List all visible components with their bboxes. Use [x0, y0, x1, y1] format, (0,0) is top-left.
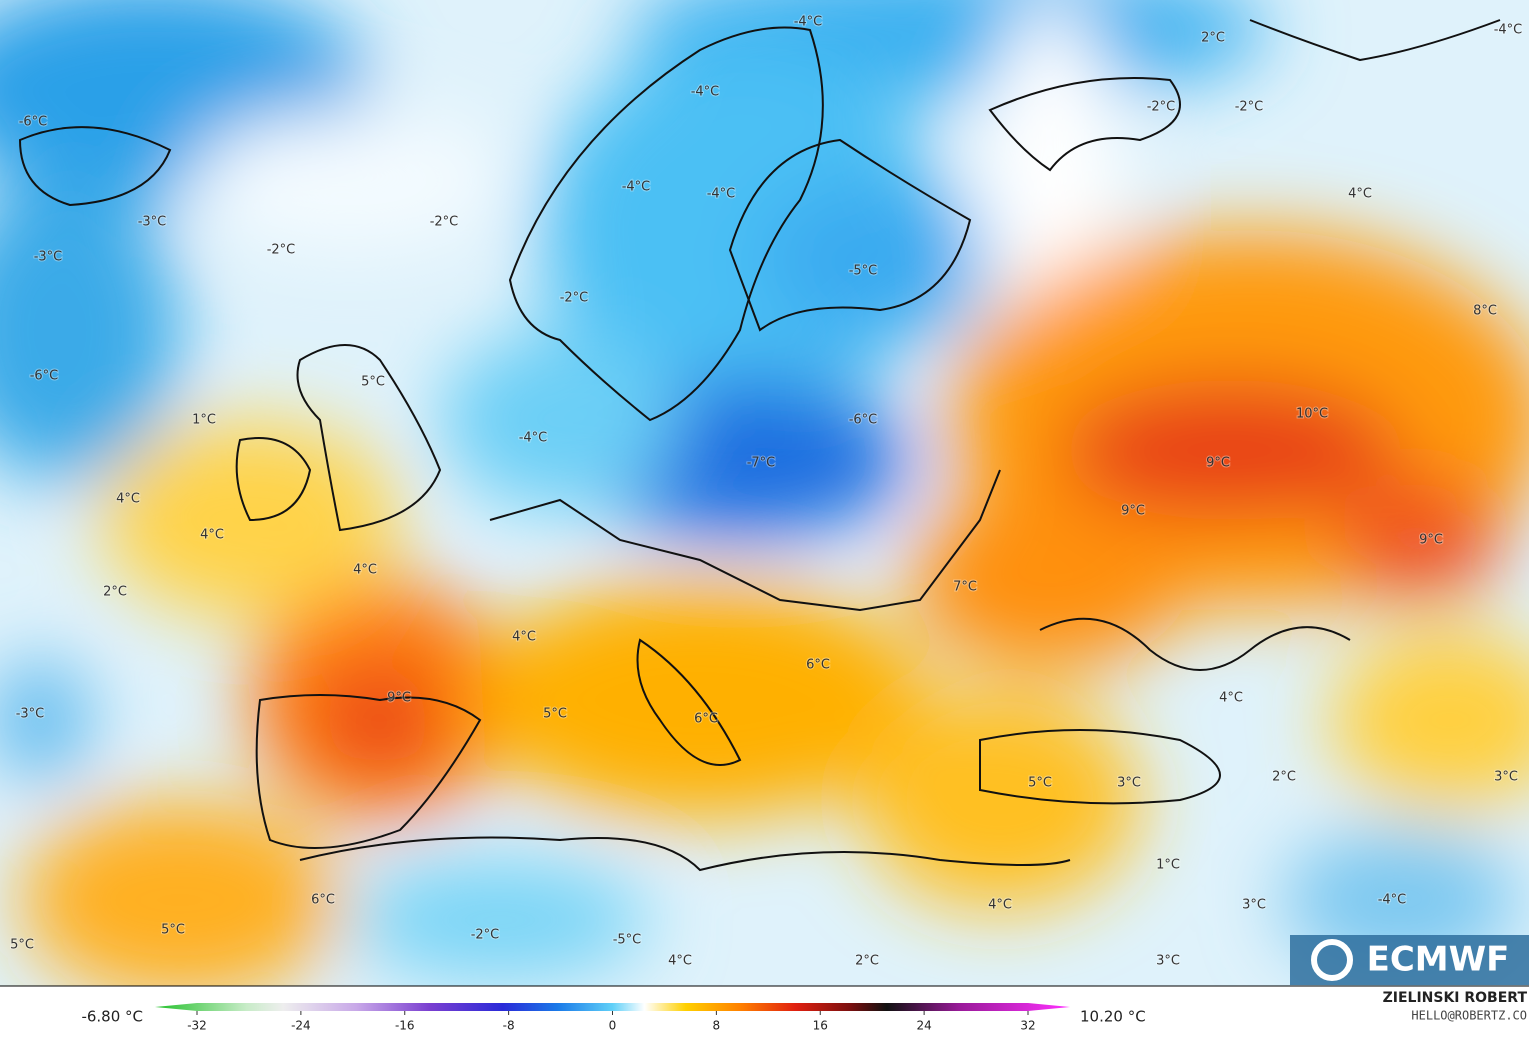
temperature-label: 4°C — [988, 898, 1012, 913]
colorbar — [155, 1003, 1070, 1011]
temperature-label: 1°C — [192, 413, 216, 428]
temperature-label: -4°C — [794, 15, 823, 30]
temperature-label: -2°C — [267, 243, 296, 258]
temperature-label: -6°C — [849, 413, 878, 428]
temperature-label: 6°C — [694, 712, 718, 727]
temperature-field: -4°C 2°C -4°C -4°C -2°C -2°C -6°C -4°C -4°C 4°C -3… — [0, 0, 1529, 986]
temperature-label: -2°C — [560, 291, 589, 306]
temperature-label: -6°C — [19, 115, 48, 130]
temperature-label: -5°C — [849, 264, 878, 279]
temperature-label: 4°C — [200, 528, 224, 543]
temperature-label: 4°C — [1348, 187, 1372, 202]
credit-name: ZIELINSKI ROBERT — [1383, 990, 1528, 1006]
temperature-label: -2°C — [1147, 100, 1176, 115]
temperature-label: 7°C — [953, 580, 977, 595]
temperature-label: 2°C — [103, 585, 127, 600]
temperature-label: 6°C — [806, 658, 830, 673]
temperature-label: 2°C — [855, 954, 879, 969]
temperature-label: -4°C — [622, 180, 651, 195]
temperature-label: 9°C — [1121, 504, 1145, 519]
colorbar-tick-label: -32 — [187, 1019, 207, 1033]
temperature-label: 2°C — [1201, 31, 1225, 46]
colorbar-tick-label: 32 — [1020, 1019, 1035, 1033]
credit-email: HELLO@ROBERTZ.CO — [1411, 1009, 1527, 1023]
colorbar-tick-label: 16 — [813, 1019, 828, 1033]
temperature-label: -4°C — [707, 187, 736, 202]
temperature-label: 9°C — [1419, 533, 1443, 548]
coastlines — [18, 19, 1501, 872]
temperature-label: 3°C — [1117, 776, 1141, 791]
temperature-label: 8°C — [1473, 304, 1497, 319]
colorbar-tick-label: -8 — [503, 1019, 515, 1033]
colorbar-min: -6.80 °C — [81, 1008, 143, 1026]
temperature-label: -3°C — [16, 707, 45, 722]
temperature-label: 1°C — [1156, 858, 1180, 873]
temperature-label: 4°C — [353, 563, 377, 578]
colorbar-tick-label: 8 — [713, 1019, 721, 1033]
logo: ECMWF — [1367, 940, 1510, 980]
temperature-label: -4°C — [1378, 893, 1407, 908]
temperature-label: 4°C — [1219, 691, 1243, 706]
colorbar-max: 10.20 °C — [1080, 1008, 1146, 1026]
colorbar-tick-label: 24 — [916, 1019, 931, 1033]
temperature-label: 2°C — [1272, 770, 1296, 785]
temperature-label: 9°C — [1206, 456, 1230, 471]
temperature-label: 4°C — [512, 630, 536, 645]
temperature-label: -7°C — [747, 456, 776, 471]
temperature-label: 3°C — [1494, 770, 1518, 785]
logo-box: ECMWF — [1290, 935, 1529, 985]
colorbar-tick-label: 0 — [609, 1019, 617, 1033]
temperature-label: 5°C — [543, 707, 567, 722]
temperature-labels: -4°C 2°C -4°C -4°C -2°C -2°C -6°C -4°C -4°C 4°C -3… — [9, 14, 1523, 970]
temperature-label: 9°C — [387, 691, 411, 706]
temperature-label: 5°C — [361, 375, 385, 390]
temperature-label: 5°C — [161, 923, 185, 938]
temperature-label: 5°C — [1028, 776, 1052, 791]
colorbar-tick-label: -24 — [291, 1019, 311, 1033]
temperature-label: -6°C — [30, 369, 59, 384]
temperature-label: 4°C — [668, 954, 692, 969]
temperature-label: -3°C — [138, 215, 167, 230]
temperature-label: 6°C — [311, 893, 335, 908]
temperature-label: -3°C — [34, 250, 63, 265]
temperature-label: -2°C — [430, 215, 459, 230]
temperature-label: -4°C — [519, 431, 548, 446]
temperature-label: -2°C — [471, 928, 500, 943]
colorbar-ticks: -32 -24 -16 -8 0 8 16 24 32 — [187, 1011, 1036, 1033]
colorbar-tick-label: -16 — [395, 1019, 415, 1033]
temperature-label: -4°C — [1494, 23, 1523, 38]
temperature-label: 10°C — [1296, 407, 1328, 422]
temperature-label: 4°C — [116, 492, 140, 507]
temperature-label: 5°C — [10, 938, 34, 953]
temperature-label: -2°C — [1235, 100, 1264, 115]
temperature-label: -5°C — [613, 933, 642, 948]
temperature-label: -4°C — [691, 85, 720, 100]
temperature-label: 3°C — [1242, 898, 1266, 913]
temperature-label: 3°C — [1156, 954, 1180, 969]
